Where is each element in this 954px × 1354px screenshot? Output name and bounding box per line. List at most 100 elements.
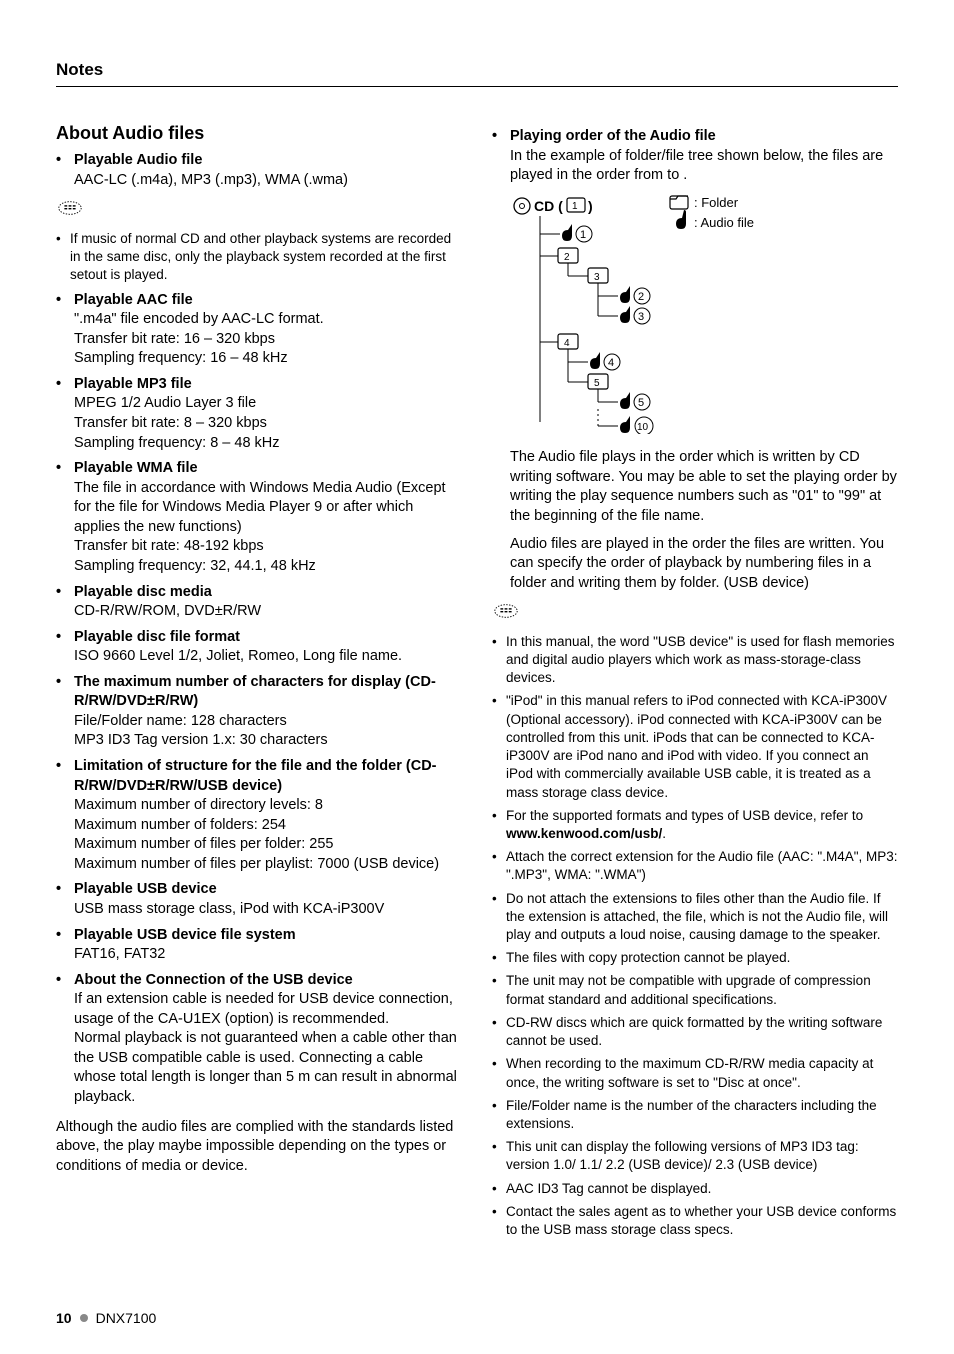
list-item: •Playable USB device file systemFAT16, F…	[56, 926, 462, 965]
list-item: •AAC ID3 Tag cannot be displayed.	[492, 1180, 898, 1198]
list-item: •About the Connection of the USB deviceI…	[56, 971, 462, 1108]
svg-text:4: 4	[564, 338, 570, 349]
svg-text:1: 1	[572, 201, 578, 212]
page-footer: 10 DNX7100	[56, 1310, 156, 1326]
note-text: "iPod" in this manual refers to iPod con…	[506, 692, 898, 801]
svg-text:1: 1	[580, 229, 586, 241]
play-order-title: Playing order of the Audio file	[510, 127, 898, 147]
left-column: About Audio files • Playable Audio file …	[56, 121, 462, 1239]
item-body: Transfer bit rate: 8 – 320 kbps	[74, 414, 462, 434]
usb-url: www.kenwood.com/usb/	[506, 826, 662, 841]
item-title: Playable USB device	[74, 880, 462, 900]
item-body: ISO 9660 Level 1/2, Joliet, Romeo, Long …	[74, 647, 462, 667]
item-title: Playable disc file format	[74, 628, 462, 648]
item-body: AAC-LC (.m4a), MP3 (.mp3), WMA (.wma)	[74, 171, 462, 191]
list-item: •Playable WMA fileThe file in accordance…	[56, 459, 462, 576]
page-header: Notes	[56, 60, 898, 87]
item-title: About the Connection of the USB device	[74, 971, 462, 991]
list-item: •Playable disc mediaCD-R/RW/ROM, DVD±R/R…	[56, 583, 462, 622]
item-body: USB mass storage class, iPod with KCA-iP…	[74, 900, 462, 920]
note-text: For the supported formats and types of U…	[506, 807, 898, 843]
list-item: •CD-RW discs which are quick formatted b…	[492, 1014, 898, 1050]
item-body: Maximum number of folders: 254	[74, 816, 462, 836]
item-body: Transfer bit rate: 48-192 kbps	[74, 537, 462, 557]
note-text: CD-RW discs which are quick formatted by…	[506, 1014, 898, 1050]
right-small-notes: •In this manual, the word "USB device" i…	[492, 633, 898, 1240]
list-item: • Playing order of the Audio file In the…	[492, 127, 898, 186]
list-item: •File/Folder name is the number of the c…	[492, 1097, 898, 1133]
item-title: Playable Audio file	[74, 151, 462, 171]
note-text: This unit can display the following vers…	[506, 1138, 898, 1174]
item-title: Playable disc media	[74, 583, 462, 603]
play-order-intro: In the example of folder/file tree shown…	[510, 147, 898, 186]
note-text: The files with copy protection cannot be…	[506, 949, 898, 967]
list-item: •Do not attach the extensions to files o…	[492, 890, 898, 945]
list-item: •"iPod" in this manual refers to iPod co…	[492, 692, 898, 801]
footer-dot-icon	[80, 1314, 88, 1322]
svg-text:5: 5	[638, 397, 644, 409]
list-item: •When recording to the maximum CD-R/RW m…	[492, 1055, 898, 1091]
list-item: •Attach the correct extension for the Au…	[492, 848, 898, 884]
svg-text:CD (: CD (	[534, 198, 563, 214]
item-body: Sampling frequency: 16 – 48 kHz	[74, 349, 462, 369]
svg-text:5: 5	[594, 378, 600, 389]
svg-text:3: 3	[594, 272, 600, 283]
svg-text:2: 2	[564, 252, 570, 263]
item-body: Maximum number of files per playlist: 70…	[74, 855, 462, 875]
svg-text:: Audio file: : Audio file	[694, 215, 754, 230]
content-columns: About Audio files • Playable Audio file …	[56, 121, 898, 1239]
note-text: Do not attach the extensions to files ot…	[506, 890, 898, 945]
list-item: •Playable AAC file".m4a" file encoded by…	[56, 291, 462, 369]
item-title: Limitation of structure for the file and…	[74, 757, 462, 796]
note-text: File/Folder name is the number of the ch…	[506, 1097, 898, 1133]
list-item: •Playable disc file formatISO 9660 Level…	[56, 628, 462, 667]
item-body: Sampling frequency: 8 – 48 kHz	[74, 434, 462, 454]
item-title: Playable USB device file system	[74, 926, 462, 946]
item-body: FAT16, FAT32	[74, 945, 462, 965]
folder-tree-diagram: : Folder : Audio file CD ( 1 ) 1	[510, 194, 898, 441]
right-column: • Playing order of the Audio file In the…	[492, 121, 898, 1239]
list-item: •The files with copy protection cannot b…	[492, 949, 898, 967]
list-item: •In this manual, the word "USB device" i…	[492, 633, 898, 688]
note-text: Attach the correct extension for the Aud…	[506, 848, 898, 884]
item-body: The file in accordance with Windows Medi…	[74, 479, 462, 538]
list-item: •Playable USB deviceUSB mass storage cla…	[56, 880, 462, 919]
note-icon	[492, 601, 898, 628]
model-name: DNX7100	[96, 1310, 157, 1326]
note-text: In this manual, the word "USB device" is…	[506, 633, 898, 688]
svg-text:2: 2	[638, 291, 644, 303]
item-body: File/Folder name: 128 characters	[74, 712, 462, 732]
list-item: •For the supported formats and types of …	[492, 807, 898, 843]
list-item: •This unit can display the following ver…	[492, 1138, 898, 1174]
list-item: •The maximum number of characters for di…	[56, 673, 462, 751]
note-text: AAC ID3 Tag cannot be displayed.	[506, 1180, 898, 1198]
list-item: •Contact the sales agent as to whether y…	[492, 1203, 898, 1239]
play-order-para1: The Audio file plays in the order which …	[510, 448, 898, 526]
note-text: Contact the sales agent as to whether yo…	[506, 1203, 898, 1239]
item-body: Maximum number of directory levels: 8	[74, 796, 462, 816]
item-body: Normal playback is not guaranteed when a…	[74, 1029, 462, 1107]
note-text: When recording to the maximum CD-R/RW me…	[506, 1055, 898, 1091]
svg-text:: Folder: : Folder	[694, 195, 739, 210]
header-title: Notes	[56, 60, 103, 79]
list-item: •The unit may not be compatible with upg…	[492, 972, 898, 1008]
page-number: 10	[56, 1310, 72, 1326]
list-item: •Limitation of structure for the file an…	[56, 757, 462, 874]
note-icon	[56, 198, 462, 225]
small-notes: • If music of normal CD and other playba…	[56, 230, 462, 285]
item-title: Playable AAC file	[74, 291, 462, 311]
item-body: Maximum number of files per folder: 255	[74, 835, 462, 855]
item-body: ".m4a" file encoded by AAC-LC format.	[74, 310, 462, 330]
item-title: The maximum number of characters for dis…	[74, 673, 462, 712]
item-body: MP3 ID3 Tag version 1.x: 30 characters	[74, 731, 462, 751]
section-title: About Audio files	[56, 121, 462, 145]
note-text: If music of normal CD and other playback…	[70, 230, 462, 285]
list-item: • Playable Audio file AAC-LC (.m4a), MP3…	[56, 151, 462, 190]
item-body: Sampling frequency: 32, 44.1, 48 kHz	[74, 557, 462, 577]
item-body: MPEG 1/2 Audio Layer 3 file	[74, 394, 462, 414]
item-body: CD-R/RW/ROM, DVD±R/RW	[74, 602, 462, 622]
note-text: The unit may not be compatible with upgr…	[506, 972, 898, 1008]
list-item: •Playable MP3 fileMPEG 1/2 Audio Layer 3…	[56, 375, 462, 453]
svg-text:): )	[588, 198, 593, 214]
tail-paragraph: Although the audio files are complied wi…	[56, 1118, 462, 1177]
